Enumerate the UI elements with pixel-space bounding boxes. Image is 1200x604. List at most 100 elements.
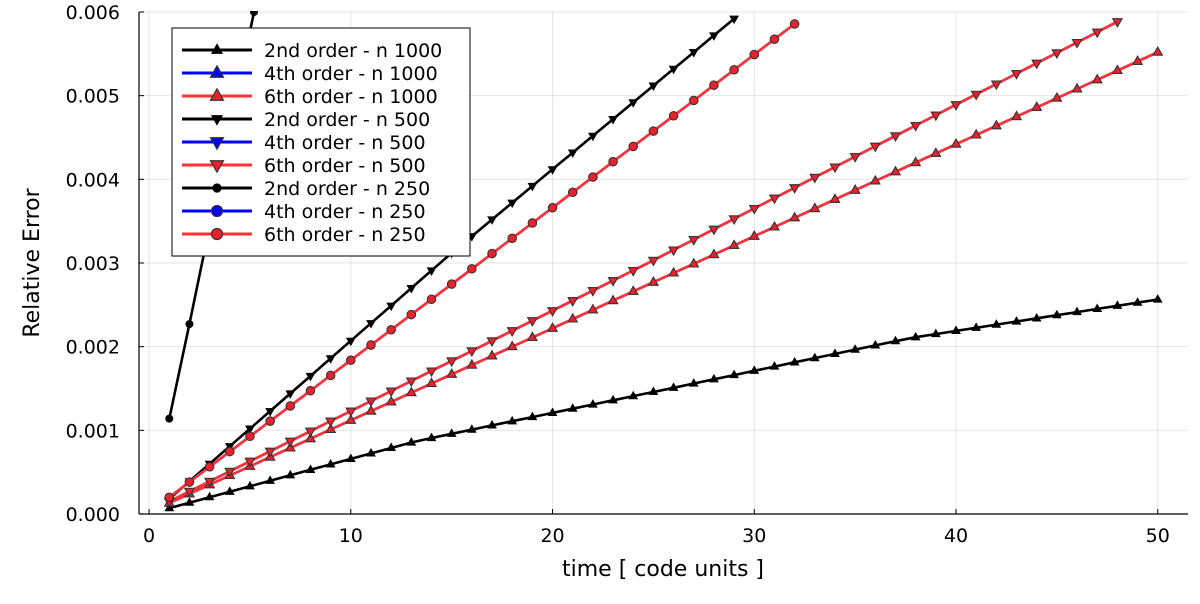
data-point [466,424,477,433]
data-point [305,372,316,382]
data-point [264,447,276,458]
data-point [789,211,801,222]
data-point [668,266,680,277]
legend-marker [210,227,224,241]
data-point [951,325,961,335]
data-point [647,276,659,286]
legend-label: 6th order - n 500 [264,155,426,177]
data-point [688,236,700,246]
data-point [285,469,296,479]
data-point [1031,101,1043,111]
data-point [608,394,618,404]
data-point [245,425,255,435]
data-point [245,431,255,442]
data-point [547,202,558,213]
data-point [165,414,174,423]
data-point [446,357,458,367]
data-point [426,432,437,442]
x-tick-label: 20 [540,525,564,547]
data-point [325,458,336,468]
data-point [385,387,397,398]
data-point [1092,303,1103,313]
legend-label: 6th order - n 1000 [264,86,438,108]
data-point [224,486,235,495]
data-point [346,355,356,365]
data-point [568,187,578,198]
data-point [305,464,316,473]
data-point [950,138,962,148]
data-point [729,15,739,25]
data-point [385,395,397,406]
data-point [648,82,659,92]
data-point [789,356,800,366]
data-point [526,331,538,341]
data-point [405,377,417,388]
data-point [426,377,437,387]
data-point [285,390,296,399]
legend-label: 2nd order - n 500 [264,109,430,131]
data-point [1072,306,1082,316]
data-point [1011,316,1022,325]
legend-marker [209,137,225,151]
data-point [1071,38,1083,49]
data-point [869,142,881,153]
data-point [729,65,739,75]
data-point [608,115,618,125]
legend-label: 4th order - n 1000 [264,63,438,85]
data-point [284,437,296,448]
data-point [829,193,841,203]
data-point [366,320,376,329]
x-tick-label: 10 [339,525,363,547]
data-point [688,257,700,268]
data-point [486,349,498,360]
data-point [970,90,982,101]
y-axis-title: Relative Error [20,187,45,337]
data-point [567,403,578,412]
data-point [688,49,699,58]
data-point [729,369,739,379]
data-point [588,172,598,182]
data-point [870,340,881,349]
data-point [769,361,780,370]
series-6th-order-n-1000 [163,46,1164,507]
data-point [507,415,518,425]
data-point [527,411,538,421]
legend-item: 6th order - n 500 [182,155,426,177]
data-point [849,153,861,163]
y-tick-label: 0.001 [66,420,120,442]
data-point [728,239,740,249]
data-point [668,65,679,75]
data-point [728,215,740,225]
data-point [749,365,760,374]
data-point [406,285,417,294]
data-point [366,448,376,457]
legend-label: 6th order - n 250 [264,224,426,246]
data-point [345,337,356,347]
y-tick-label: 0.002 [66,337,120,359]
data-point [930,111,942,122]
data-point [930,328,941,338]
data-point [183,487,195,498]
data-point [1011,70,1022,80]
data-point [628,390,639,400]
data-point [1051,49,1063,59]
data-point [249,11,258,16]
data-point [587,287,599,297]
y-tick-label: 0.005 [66,86,120,108]
data-point [588,132,598,142]
data-point [506,327,518,337]
data-point [405,386,417,397]
legend-item: 4th order - n 1000 [182,63,438,85]
data-point [547,166,558,175]
data-point [608,157,618,167]
series-6th-order-n-500 [163,18,1123,508]
data-point [890,165,901,176]
data-point [567,297,579,307]
data-point [265,475,275,484]
data-point [325,370,336,381]
x-tick-label: 30 [742,525,766,547]
data-point [768,220,780,231]
